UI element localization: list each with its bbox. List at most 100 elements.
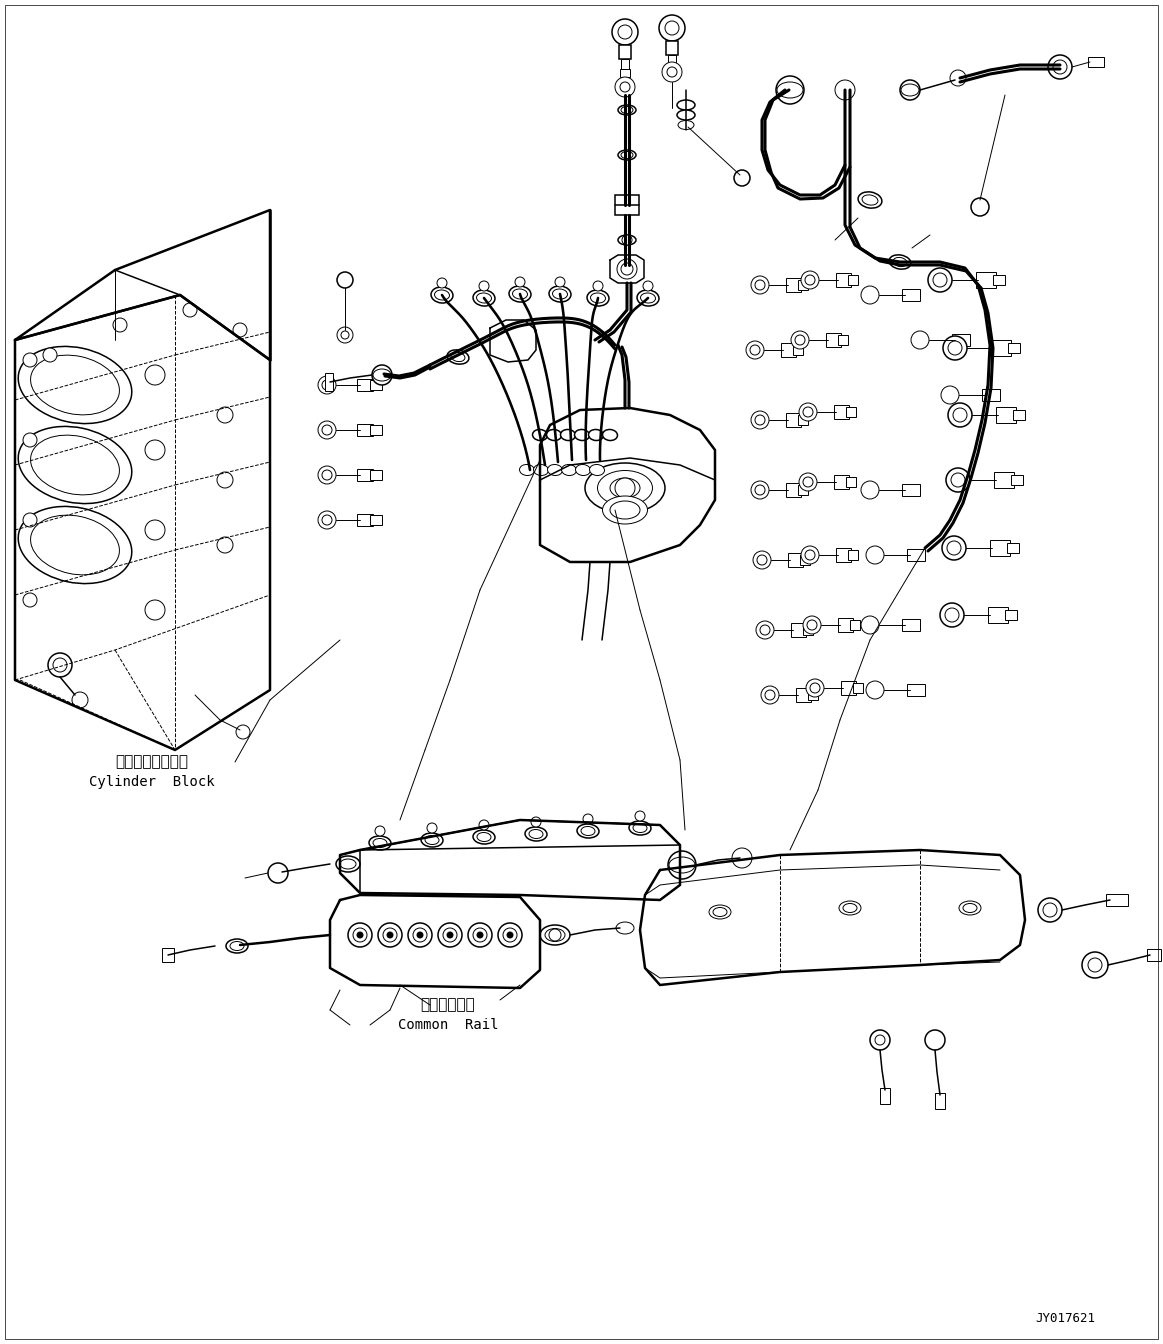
Circle shape bbox=[795, 335, 805, 345]
Ellipse shape bbox=[611, 501, 640, 519]
Ellipse shape bbox=[678, 121, 694, 129]
Bar bbox=[621, 59, 629, 69]
Bar bbox=[370, 380, 381, 390]
Circle shape bbox=[943, 336, 966, 360]
Bar bbox=[846, 407, 856, 417]
Circle shape bbox=[801, 271, 819, 289]
Ellipse shape bbox=[582, 827, 595, 836]
Circle shape bbox=[971, 198, 989, 216]
Ellipse shape bbox=[777, 82, 802, 98]
Bar bbox=[907, 548, 925, 560]
Circle shape bbox=[217, 472, 233, 488]
Ellipse shape bbox=[575, 430, 590, 441]
Ellipse shape bbox=[477, 832, 491, 841]
Ellipse shape bbox=[602, 430, 618, 441]
Circle shape bbox=[759, 625, 770, 634]
Circle shape bbox=[866, 546, 884, 564]
Circle shape bbox=[866, 681, 884, 699]
Bar bbox=[1089, 56, 1104, 67]
Ellipse shape bbox=[677, 110, 695, 120]
Ellipse shape bbox=[421, 833, 443, 847]
Circle shape bbox=[337, 271, 354, 288]
Ellipse shape bbox=[893, 258, 907, 266]
Circle shape bbox=[635, 810, 645, 821]
Circle shape bbox=[662, 62, 682, 82]
Ellipse shape bbox=[588, 430, 604, 441]
Ellipse shape bbox=[30, 355, 120, 415]
Bar bbox=[793, 345, 802, 355]
Bar bbox=[370, 515, 381, 526]
Ellipse shape bbox=[547, 430, 562, 441]
Ellipse shape bbox=[529, 829, 543, 839]
Circle shape bbox=[357, 931, 363, 938]
Circle shape bbox=[806, 679, 825, 698]
Circle shape bbox=[925, 1030, 946, 1050]
Bar bbox=[798, 415, 808, 425]
Circle shape bbox=[622, 235, 632, 245]
Ellipse shape bbox=[447, 349, 469, 364]
Circle shape bbox=[665, 22, 679, 35]
Bar bbox=[848, 276, 858, 285]
Circle shape bbox=[23, 513, 37, 527]
Circle shape bbox=[755, 415, 765, 425]
Circle shape bbox=[507, 931, 513, 938]
Ellipse shape bbox=[590, 465, 605, 476]
Circle shape bbox=[479, 820, 488, 831]
Ellipse shape bbox=[587, 290, 609, 306]
Bar bbox=[852, 683, 863, 694]
Ellipse shape bbox=[618, 235, 636, 245]
Ellipse shape bbox=[533, 430, 548, 441]
Bar bbox=[989, 607, 1008, 624]
Circle shape bbox=[668, 851, 695, 879]
Ellipse shape bbox=[621, 106, 633, 113]
Text: Cylinder  Block: Cylinder Block bbox=[90, 775, 215, 789]
Bar bbox=[836, 273, 851, 288]
Ellipse shape bbox=[843, 903, 857, 913]
Circle shape bbox=[378, 923, 402, 948]
Ellipse shape bbox=[477, 293, 492, 302]
Circle shape bbox=[861, 286, 879, 304]
Circle shape bbox=[183, 302, 197, 317]
Ellipse shape bbox=[473, 290, 495, 306]
Bar bbox=[990, 540, 1009, 556]
Ellipse shape bbox=[19, 426, 131, 504]
Ellipse shape bbox=[862, 195, 878, 206]
Ellipse shape bbox=[473, 831, 495, 844]
Text: コモンレール: コモンレール bbox=[421, 997, 476, 1012]
Circle shape bbox=[23, 433, 37, 448]
Circle shape bbox=[322, 515, 331, 526]
Circle shape bbox=[940, 603, 964, 628]
Ellipse shape bbox=[424, 836, 438, 844]
Bar bbox=[802, 625, 813, 634]
Circle shape bbox=[948, 341, 962, 355]
Bar bbox=[1106, 894, 1128, 906]
Circle shape bbox=[755, 485, 765, 495]
Ellipse shape bbox=[19, 347, 131, 423]
Circle shape bbox=[615, 77, 635, 97]
Ellipse shape bbox=[576, 465, 591, 476]
Circle shape bbox=[549, 929, 561, 941]
Circle shape bbox=[438, 923, 462, 948]
Circle shape bbox=[745, 341, 764, 359]
Bar bbox=[841, 681, 856, 695]
Circle shape bbox=[928, 267, 952, 292]
Circle shape bbox=[23, 353, 37, 367]
Circle shape bbox=[233, 323, 247, 337]
Circle shape bbox=[593, 281, 602, 292]
Bar bbox=[357, 469, 373, 481]
Ellipse shape bbox=[30, 515, 120, 575]
Circle shape bbox=[383, 927, 397, 942]
Circle shape bbox=[620, 82, 630, 91]
Bar bbox=[666, 42, 678, 55]
Circle shape bbox=[555, 277, 565, 288]
Circle shape bbox=[659, 15, 685, 42]
Bar bbox=[324, 374, 333, 391]
Circle shape bbox=[145, 520, 165, 540]
Bar bbox=[991, 340, 1011, 356]
Circle shape bbox=[531, 817, 541, 827]
Circle shape bbox=[732, 848, 752, 868]
Bar bbox=[370, 470, 381, 480]
Bar bbox=[839, 618, 852, 632]
Circle shape bbox=[618, 259, 637, 280]
Ellipse shape bbox=[431, 288, 452, 302]
